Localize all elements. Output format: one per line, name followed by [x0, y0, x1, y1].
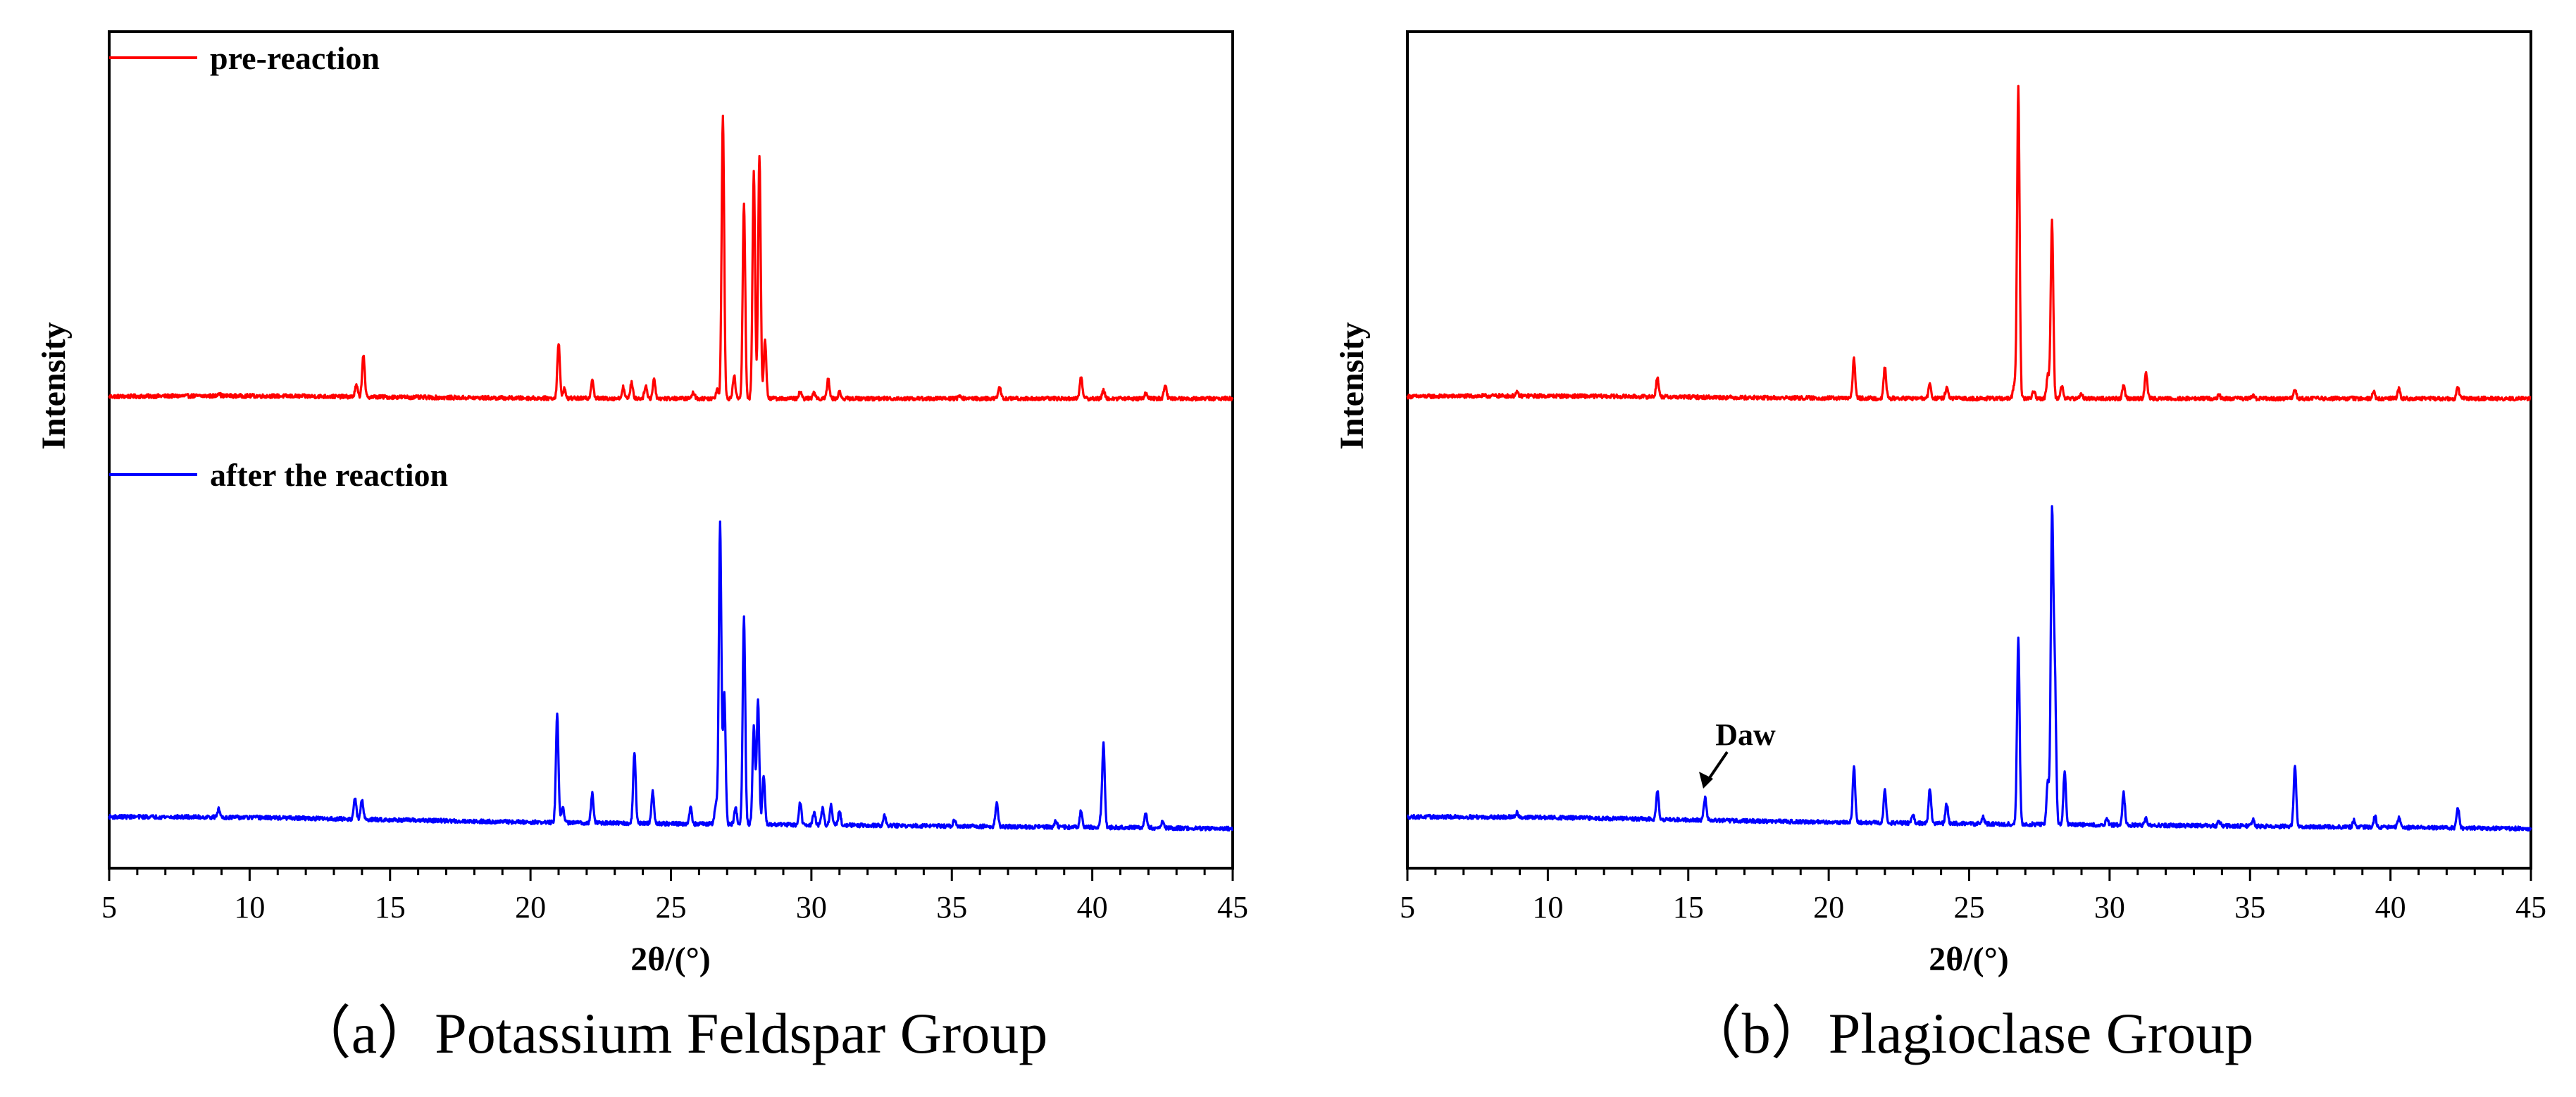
curves: [1406, 84, 2532, 832]
series-line-pre-reaction: [1406, 84, 2532, 402]
x-axis-label: 2θ/(°): [630, 941, 711, 978]
annotation-arrow-head: [1699, 772, 1713, 789]
x-tick-label: 35: [2234, 890, 2265, 924]
x-ticks: 5 10 15 20 25 30 35 40 45: [1400, 868, 2546, 924]
series-line-pre-reaction: [108, 114, 1234, 402]
x-tick-label: 30: [796, 890, 827, 924]
x-tick-label: 25: [1954, 890, 1985, 924]
legend-label-after-reaction: after the reaction: [210, 457, 448, 493]
series-line-after-reaction: [1407, 505, 2532, 832]
x-tick-label: 40: [1077, 890, 1108, 924]
caption-a: （a）Potassium Feldspar Group: [294, 1001, 1047, 1065]
x-tick-label: 5: [1400, 890, 1415, 924]
y-axis-label: Intensity: [1333, 322, 1371, 449]
annotation-label-daw: Daw: [1715, 717, 1776, 752]
x-tick-label: 15: [375, 890, 406, 924]
x-axis-label: 2θ/(°): [1929, 941, 2009, 978]
x-tick-label: 30: [2094, 890, 2125, 924]
caption-b: （b）Plagioclase Group: [1684, 1001, 2253, 1065]
x-ticks: 5 10 15 20 25 30 35 40 45: [101, 868, 1248, 924]
x-tick-label: 25: [656, 890, 687, 924]
x-tick-label: 45: [2515, 890, 2546, 924]
x-tick-label: 35: [936, 890, 967, 924]
panel-plagioclase: 5 10 15 20 25 30 35 40 45 Daw 2θ/(°) Intensity （…: [1333, 30, 2546, 1065]
x-tick-label: 10: [1532, 890, 1563, 924]
series-line-after-reaction: [108, 520, 1234, 832]
annotation-daw: Daw: [1699, 717, 1776, 789]
y-axis-label: Intensity: [35, 322, 73, 449]
curves: [108, 114, 1234, 832]
x-tick-label: 5: [101, 890, 117, 924]
legend: pre-reaction after the reaction: [109, 40, 448, 493]
x-tick-label: 20: [515, 890, 546, 924]
x-tick-label: 40: [2375, 890, 2406, 924]
x-tick-label: 20: [1813, 890, 1844, 924]
x-tick-label: 10: [234, 890, 265, 924]
x-tick-label: 45: [1217, 890, 1248, 924]
x-tick-label: 15: [1673, 890, 1704, 924]
legend-label-pre-reaction: pre-reaction: [210, 40, 380, 76]
panel-potassium-feldspar: 5 10 15 20 25 30 35 40 45 pre-reaction after the…: [35, 30, 1248, 1065]
